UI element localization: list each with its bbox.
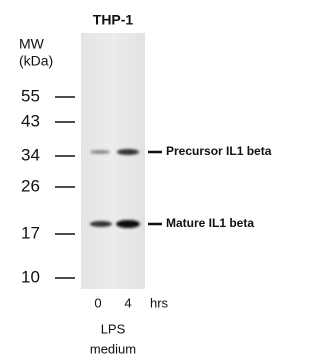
band-label: Precursor IL1 beta [166,144,272,158]
marker-label: 34 [21,145,40,164]
lane-unit: hrs [150,295,169,310]
marker-label: 43 [21,111,40,130]
marker-label: 17 [21,223,40,242]
band [116,220,140,228]
marker-label: 55 [21,86,40,105]
condition: medium [90,341,136,356]
lane-label: 0 [94,295,101,310]
title: THP-1 [93,12,134,28]
condition: LPS [101,321,126,336]
band [90,150,110,154]
gel [81,33,145,289]
western-blot-figure: THP-1 MW (kDa) 55 43 34 26 17 10 Precursor IL… [0,0,291,360]
band [117,149,139,155]
mw-unit: (kDa) [19,53,53,69]
band [90,221,112,227]
markers: 55 43 34 26 17 10 [21,86,75,286]
lane-label: 4 [124,295,131,310]
marker-label: 26 [21,176,40,195]
marker-label: 10 [21,267,40,286]
mw-label: MW [19,36,45,52]
band-label: Mature IL1 beta [166,216,254,230]
